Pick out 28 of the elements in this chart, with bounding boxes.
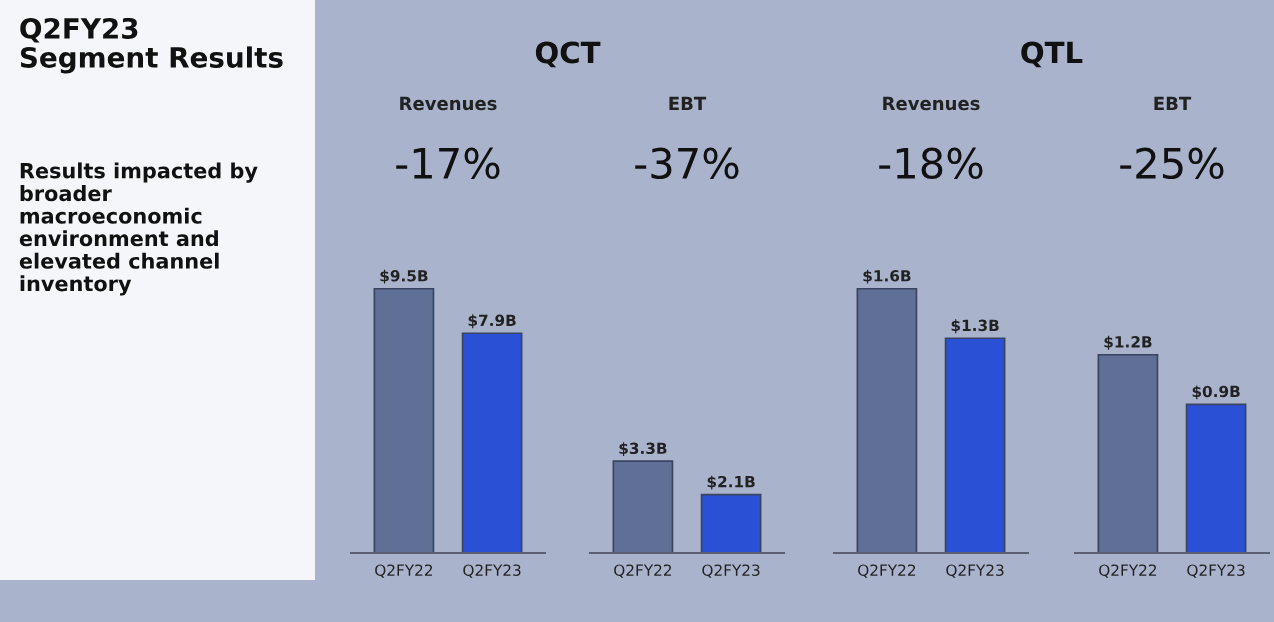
text: -25%	[1120, 147, 1224, 180]
text: -17%	[396, 147, 500, 180]
data-label: $1.3B	[951, 319, 999, 334]
data-label: $1.6B	[863, 269, 911, 284]
x-tick-label: Q2FY23	[702, 564, 760, 578]
data-label: $3.3B	[619, 442, 667, 457]
x-tick-label: Q2FY22	[1099, 564, 1157, 578]
text: -37%	[635, 147, 739, 180]
text: Results impacted by broader macroeconomic environment and elevated channel inventory	[19, 162, 258, 296]
text: -18%	[879, 147, 983, 180]
data-label: $9.5B	[380, 269, 428, 284]
chart-title: Revenues	[883, 96, 980, 111]
x-tick-label: Q2FY22	[858, 564, 916, 578]
x-tick-label: Q2FY22	[614, 564, 672, 578]
x-tick-label: Q2FY23	[946, 564, 1004, 578]
text: Q2FY23 Segment Results	[20, 17, 283, 74]
data-label: $2.1B	[707, 475, 755, 490]
data-label: $1.2B	[1104, 335, 1152, 350]
text: QTL	[1021, 41, 1083, 68]
chart-title: EBT	[1154, 96, 1192, 110]
chart-title: Revenues	[400, 96, 497, 111]
chart-title: EBT	[669, 96, 707, 110]
data-label: $7.9B	[468, 314, 516, 329]
x-tick-label: Q2FY22	[375, 564, 433, 578]
data-label: $0.9B	[1192, 385, 1240, 400]
x-tick-label: Q2FY23	[1187, 564, 1245, 578]
x-tick-label: Q2FY23	[463, 564, 521, 578]
text: QCT	[535, 41, 601, 68]
